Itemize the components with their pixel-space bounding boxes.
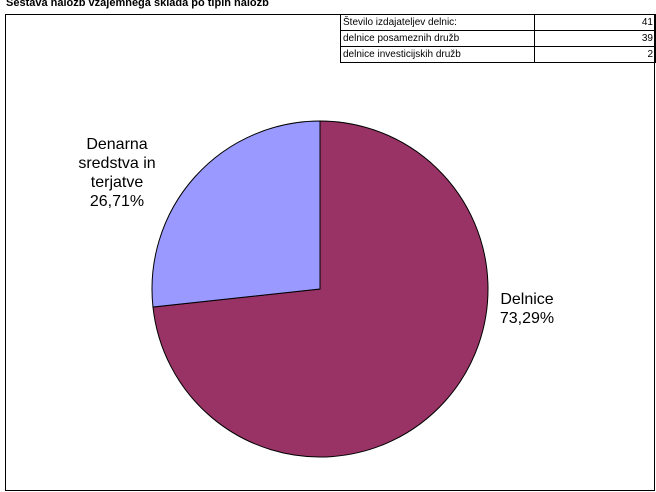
table-row: Število izdajateljev delnic: 41 bbox=[339, 14, 656, 31]
row-value: 2 bbox=[534, 46, 656, 63]
slice-label: Denarna sredstva in terjatve 26,71% bbox=[62, 135, 172, 211]
table-row: delnice investicijskih družb 2 bbox=[339, 46, 656, 63]
category-label: Denarna sredstva in terjatve bbox=[78, 136, 156, 191]
slice-label: Delnice 73,29% bbox=[472, 290, 582, 328]
chart-frame bbox=[5, 14, 655, 491]
value-label: 26,71% bbox=[89, 193, 145, 210]
row-value: 39 bbox=[534, 30, 656, 47]
row-value: 41 bbox=[534, 14, 656, 31]
row-label: delnice posameznih družb bbox=[339, 30, 536, 47]
row-label: delnice investicijskih družb bbox=[339, 46, 536, 63]
info-table: Število izdajateljev delnic: 41 delnice po… bbox=[339, 14, 656, 63]
category-label: Delnice bbox=[500, 291, 554, 308]
chart-title: Sestava naložb vzajemnega sklada po tipi… bbox=[6, 0, 269, 9]
table-row: delnice posameznih družb 39 bbox=[339, 30, 656, 47]
value-label: 73,29% bbox=[499, 310, 555, 327]
pie-slice bbox=[151, 120, 321, 308]
row-label: Število izdajateljev delnic: bbox=[339, 14, 536, 31]
